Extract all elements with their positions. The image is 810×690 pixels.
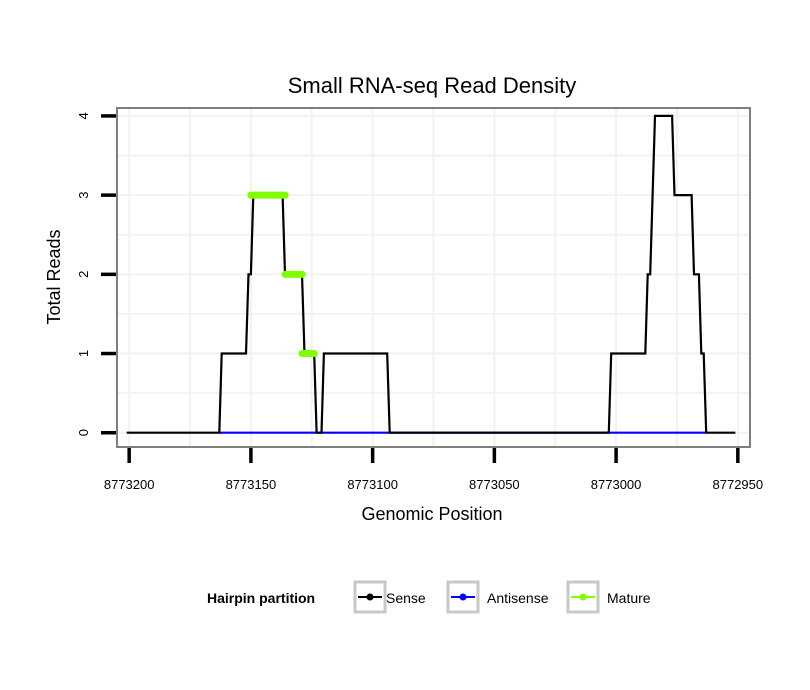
legend-label-antisense: Antisense xyxy=(487,590,549,606)
legend-items: Sense Antisense Mature xyxy=(353,580,651,614)
chart-title: Small RNA-seq Read Density xyxy=(288,73,577,98)
x-tick-label: 8773100 xyxy=(347,477,398,492)
legend-item-antisense: Antisense xyxy=(446,580,549,614)
plot-panel-border xyxy=(116,107,751,448)
series-layer xyxy=(126,114,736,434)
y-tick-label: 3 xyxy=(76,191,91,198)
y-tick-label: 1 xyxy=(76,350,91,357)
x-axis: 8773200 8773150 8773100 8773050 8773000 87729… xyxy=(104,448,763,492)
legend-label-mature: Mature xyxy=(607,590,651,606)
legend-key-point xyxy=(459,593,467,601)
y-axis-label: Total Reads xyxy=(44,229,64,324)
x-tick-label: 8773150 xyxy=(226,477,277,492)
x-tick-label: 8773050 xyxy=(469,477,520,492)
x-axis-label: Genomic Position xyxy=(361,504,502,524)
legend: Hairpin partition Sense Antisense Mature xyxy=(207,580,651,614)
x-tick-label: 8772950 xyxy=(713,477,764,492)
grid-lines xyxy=(117,108,750,447)
x-tick-label: 8773200 xyxy=(104,477,155,492)
legend-item-sense: Sense xyxy=(353,580,426,614)
y-tick-label: 2 xyxy=(76,271,91,278)
legend-title: Hairpin partition xyxy=(207,590,315,606)
legend-label-sense: Sense xyxy=(386,590,426,606)
y-tick-label: 4 xyxy=(76,112,91,119)
legend-key-point xyxy=(366,593,374,601)
y-tick-label: 0 xyxy=(76,429,91,436)
legend-item-mature: Mature xyxy=(566,580,651,614)
legend-key-point xyxy=(579,593,587,601)
y-axis: 0 1 2 3 4 xyxy=(76,112,116,436)
series-sense-line xyxy=(126,114,736,434)
x-tick-label: 8773000 xyxy=(591,477,642,492)
